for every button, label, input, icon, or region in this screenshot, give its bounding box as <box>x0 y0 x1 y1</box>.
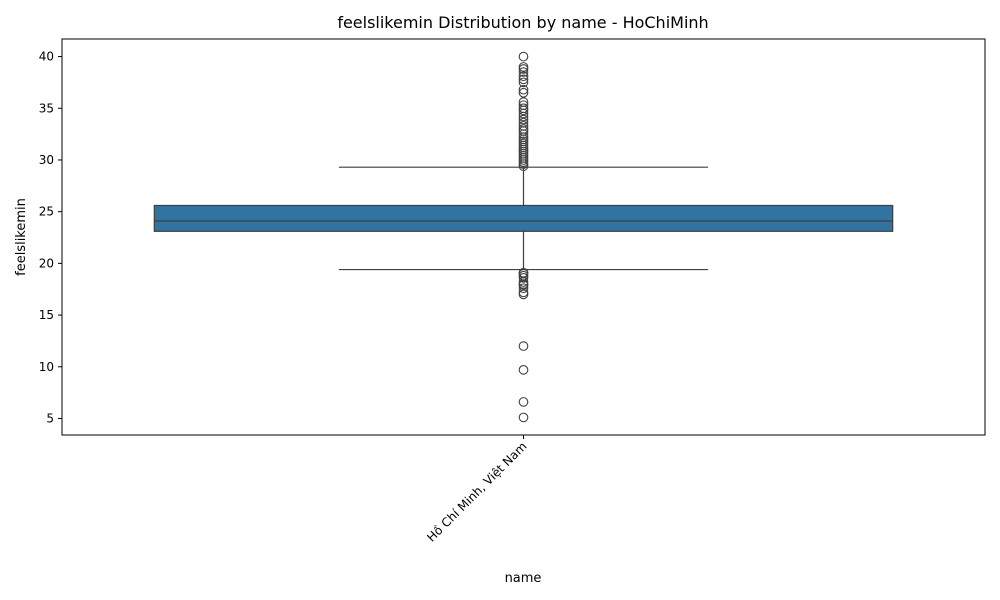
y-tick-label: 30 <box>39 153 54 167</box>
outlier-point <box>518 71 529 82</box>
y-tick-label: 10 <box>39 360 54 374</box>
plot-area <box>153 51 894 423</box>
outlier-point <box>518 397 529 407</box>
chart-title: feelslikemin Distribution by name - HoCh… <box>337 13 708 32</box>
y-tick-label: 20 <box>39 256 54 270</box>
y-axis-label: feelslikemin <box>14 198 29 276</box>
outlier-point <box>518 74 529 85</box>
outlier-point <box>518 341 529 351</box>
outlier-point <box>518 51 529 62</box>
y-tick-label: 35 <box>39 101 54 115</box>
outlier-point <box>518 87 529 98</box>
y-tick-label: 25 <box>39 205 54 219</box>
outlier-point <box>518 100 529 111</box>
y-tick-label: 15 <box>39 308 54 322</box>
y-tick-label: 5 <box>46 411 54 425</box>
y-tick-label: 40 <box>39 50 54 64</box>
outlier-point <box>518 114 529 125</box>
outlier-point <box>518 124 529 134</box>
outlier-point <box>518 62 529 72</box>
outlier-point <box>518 283 529 294</box>
outlier-point <box>518 267 529 278</box>
outlier-point <box>518 103 529 114</box>
outlier-point <box>518 97 529 107</box>
outlier-point <box>518 84 529 95</box>
outlier-point <box>518 77 529 88</box>
x-tick-label: Hồ Chí Minh, Việt Nam <box>424 439 529 544</box>
outlier-point <box>518 365 529 375</box>
outlier-point <box>518 121 529 131</box>
box-group <box>153 51 894 423</box>
x-axis-label: name <box>505 571 542 586</box>
iqr-box <box>153 204 894 232</box>
outlier-point <box>518 412 529 423</box>
outlier-point <box>518 117 529 128</box>
outlier-point <box>518 67 529 77</box>
